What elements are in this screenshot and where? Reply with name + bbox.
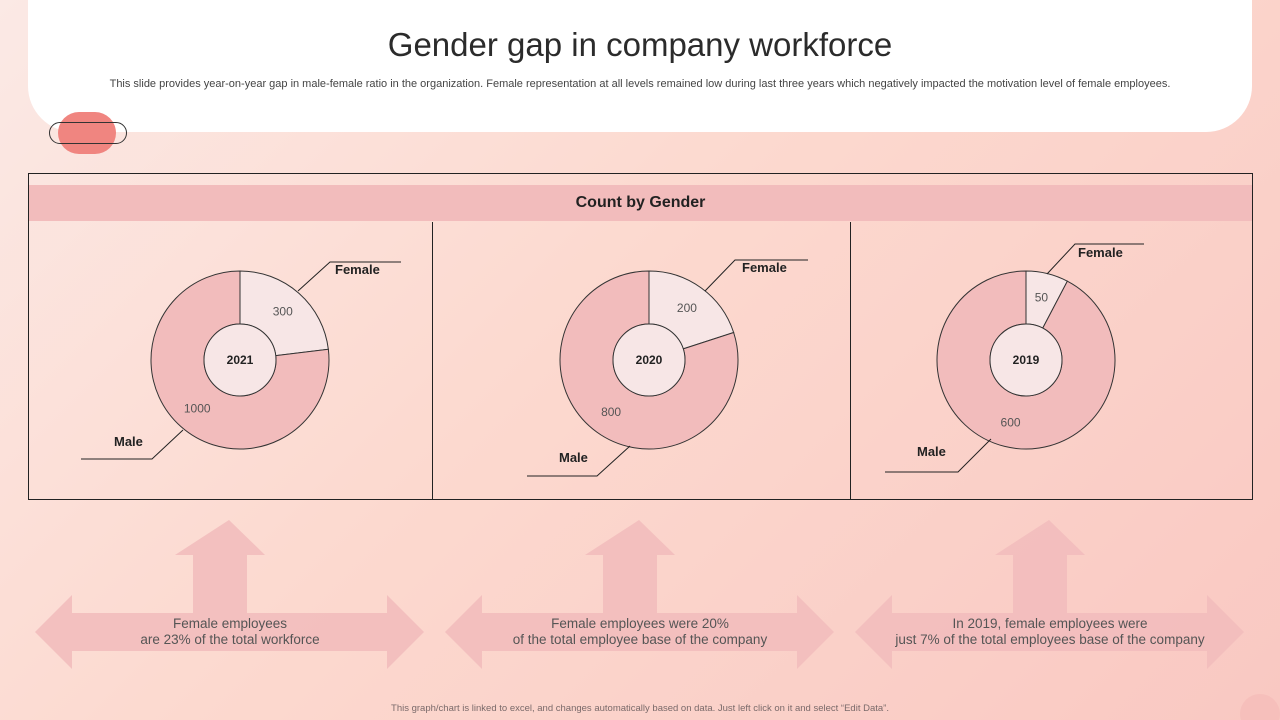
pill-blob — [58, 112, 116, 154]
leader-line-female-2020 — [704, 259, 808, 292]
donut-hole-2021 — [203, 323, 277, 397]
callout-line2: of the total employee base of the compan… — [512, 632, 768, 647]
legend-label-female-2020: Female — [742, 260, 787, 275]
legend-label-male-2020: Male — [559, 450, 588, 465]
callout-2021: Female employees are 23% of the total wo… — [35, 520, 425, 670]
data-label-female-2021: 300 — [273, 305, 293, 319]
data-label-female-2019: 50 — [1035, 290, 1049, 304]
legend-label-male-2019: Male — [917, 444, 946, 459]
year-label-2021: 2021 — [227, 353, 254, 367]
callout-line2: just 7% of the total employees base of t… — [895, 632, 1205, 647]
legend-label-female-2021: Female — [335, 262, 380, 277]
leader-line-male-2021 — [81, 429, 184, 460]
donut-charts: 300 1000 2021 Female Male 200 800 2020 Female Mal… — [81, 243, 1144, 477]
legend-label-female-2019: Female — [1078, 245, 1123, 260]
donut-hole-2019 — [989, 323, 1063, 397]
leader-line-female-2019 — [1046, 243, 1144, 275]
callout-line1: In 2019, female employees were — [952, 616, 1148, 631]
footnote: This graph/chart is linked to excel, and… — [391, 703, 889, 714]
page-title: Gender gap in company workforce — [387, 26, 893, 63]
double-arrow-shape — [35, 520, 424, 669]
year-label-2020: 2020 — [636, 353, 663, 367]
double-arrow-shape — [855, 520, 1244, 669]
data-label-male-2019: 600 — [1001, 416, 1021, 430]
corner-decoration — [1240, 694, 1280, 720]
chart-panel[interactable]: Count by Gender 300 1000 2021 Female Male 200… — [28, 173, 1253, 500]
callout-line2: are 23% of the total workforce — [140, 632, 320, 647]
panel-divider — [432, 222, 433, 500]
header-card — [28, 0, 1252, 132]
chart-title: Count by Gender — [29, 185, 1252, 221]
year-label-2019: 2019 — [1013, 353, 1040, 367]
double-arrow-shape — [445, 520, 834, 669]
donut-hole-2020 — [612, 323, 686, 397]
leader-line-female-2021 — [297, 261, 401, 292]
callout-line1: Female employees were 20% — [551, 616, 729, 631]
decorative-pill — [49, 112, 129, 156]
leader-line-male-2020 — [527, 445, 631, 477]
data-label-female-2020: 200 — [677, 301, 697, 315]
pill-outline — [49, 122, 127, 144]
data-label-male-2021: 1000 — [184, 401, 211, 415]
callout-line1: Female employees — [172, 616, 288, 631]
legend-label-male-2021: Male — [114, 434, 143, 449]
data-label-male-2020: 800 — [601, 405, 621, 419]
leader-line-male-2019 — [885, 438, 992, 473]
panel-divider — [850, 222, 851, 500]
callout-2019: In 2019, female employees were just 7% o… — [855, 520, 1245, 670]
page-subtitle: This slide provides year-on-year gap in … — [109, 78, 1171, 90]
callout-2020: Female employees were 20% of the total e… — [445, 520, 835, 670]
